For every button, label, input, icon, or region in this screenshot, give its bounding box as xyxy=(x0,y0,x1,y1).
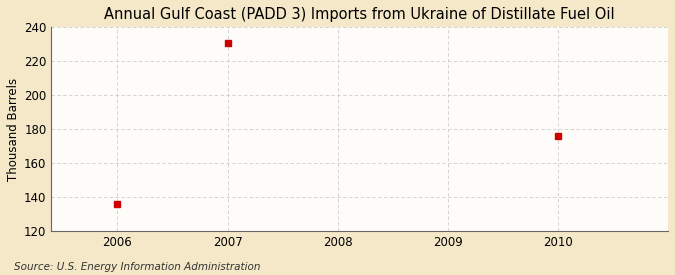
Y-axis label: Thousand Barrels: Thousand Barrels xyxy=(7,78,20,181)
Text: Source: U.S. Energy Information Administration: Source: U.S. Energy Information Administ… xyxy=(14,262,260,272)
Title: Annual Gulf Coast (PADD 3) Imports from Ukraine of Distillate Fuel Oil: Annual Gulf Coast (PADD 3) Imports from … xyxy=(105,7,615,22)
